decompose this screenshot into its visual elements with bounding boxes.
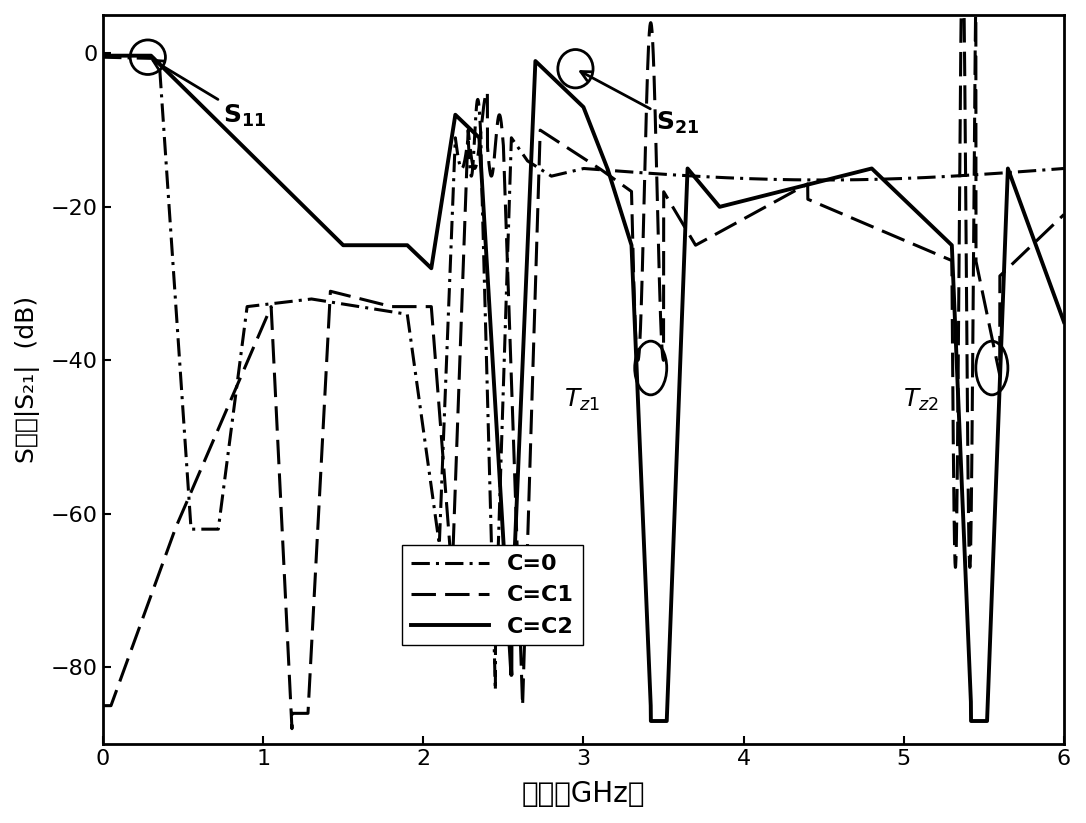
C=C2 — [1050, 296, 1063, 306]
C=0 — [1058, 164, 1071, 174]
C=0 — [1050, 164, 1063, 174]
C=C1 — [330, 288, 343, 298]
C=C2 — [330, 234, 343, 244]
C=0 — [325, 297, 338, 307]
C=0 — [319, 296, 332, 306]
Legend: C=0, C=C1, C=C2: C=0, C=C1, C=C2 — [403, 546, 582, 645]
Y-axis label: S参数|S₂₁|  (dB): S参数|S₂₁| (dB) — [15, 296, 40, 463]
C=0 — [489, 686, 502, 695]
Line: C=C2: C=C2 — [103, 56, 1064, 721]
C=C1 — [320, 361, 333, 371]
C=C1 — [459, 201, 472, 211]
C=0 — [458, 153, 471, 163]
Text: $T_{z2}$: $T_{z2}$ — [904, 386, 939, 412]
C=C2 — [97, 51, 110, 61]
C=C1 — [1050, 216, 1063, 226]
C=0 — [97, 53, 110, 63]
Text: $T_{z1}$: $T_{z1}$ — [564, 386, 599, 412]
X-axis label: 频率（GHz）: 频率（GHz） — [521, 780, 645, 808]
C=C2 — [1058, 317, 1071, 327]
C=C2 — [325, 229, 338, 239]
C=C1 — [286, 723, 299, 733]
C=C1 — [325, 286, 338, 296]
C=C2 — [319, 224, 332, 234]
C=C1 — [97, 700, 110, 710]
C=C1 — [528, 334, 541, 344]
C=C1 — [1058, 210, 1071, 220]
C=C1 — [955, 10, 968, 20]
C=0 — [330, 298, 343, 308]
C=0 — [528, 160, 541, 170]
C=C2 — [458, 119, 471, 129]
Line: C=C1: C=C1 — [103, 15, 1064, 728]
Text: $\mathbf{S_{21}}$: $\mathbf{S_{21}}$ — [581, 72, 698, 137]
Text: $\mathbf{S_{11}}$: $\mathbf{S_{11}}$ — [153, 60, 266, 128]
C=C2 — [527, 98, 540, 108]
Line: C=0: C=0 — [103, 58, 1064, 690]
C=C2 — [644, 716, 657, 726]
